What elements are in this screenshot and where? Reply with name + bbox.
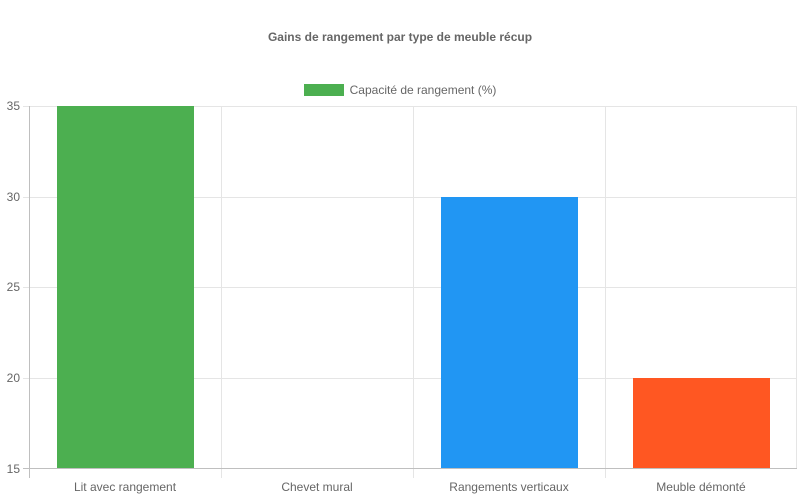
chart-title: Gains de rangement par type de meuble ré… [267, 30, 533, 44]
y-tick-label: 35 [6, 99, 20, 113]
gridline [23, 197, 797, 198]
gridline [796, 106, 797, 469]
bar-rangements-verticaux[interactable] [441, 197, 578, 469]
gridline [221, 106, 222, 478]
y-axis [29, 106, 30, 478]
legend-swatch[interactable] [303, 84, 344, 96]
bar-meuble-demonte[interactable] [633, 378, 770, 469]
y-tick-label: 15 [6, 462, 20, 476]
x-tick-label: Rangements verticaux [449, 480, 569, 494]
y-tick-label: 30 [6, 190, 20, 204]
x-tick-label: Chevet mural [281, 480, 353, 494]
plot-area: 35 30 25 20 15 Lit avec rangement Chevet… [7, 99, 797, 494]
legend: Capacité de rangement (%) [0, 83, 800, 97]
x-tick-label: Meuble démonté [656, 480, 746, 494]
gridline [605, 106, 606, 478]
x-tick-label: Lit avec rangement [73, 480, 177, 494]
gridline [413, 106, 414, 478]
legend-label[interactable]: Capacité de rangement (%) [349, 83, 497, 97]
gridline [23, 287, 797, 288]
bar-lit-avec-rangement[interactable] [57, 106, 194, 469]
x-axis [23, 468, 797, 469]
gridline [23, 106, 797, 107]
y-tick-label: 20 [6, 371, 20, 385]
gridline [23, 378, 797, 379]
y-tick-label: 25 [6, 280, 20, 294]
